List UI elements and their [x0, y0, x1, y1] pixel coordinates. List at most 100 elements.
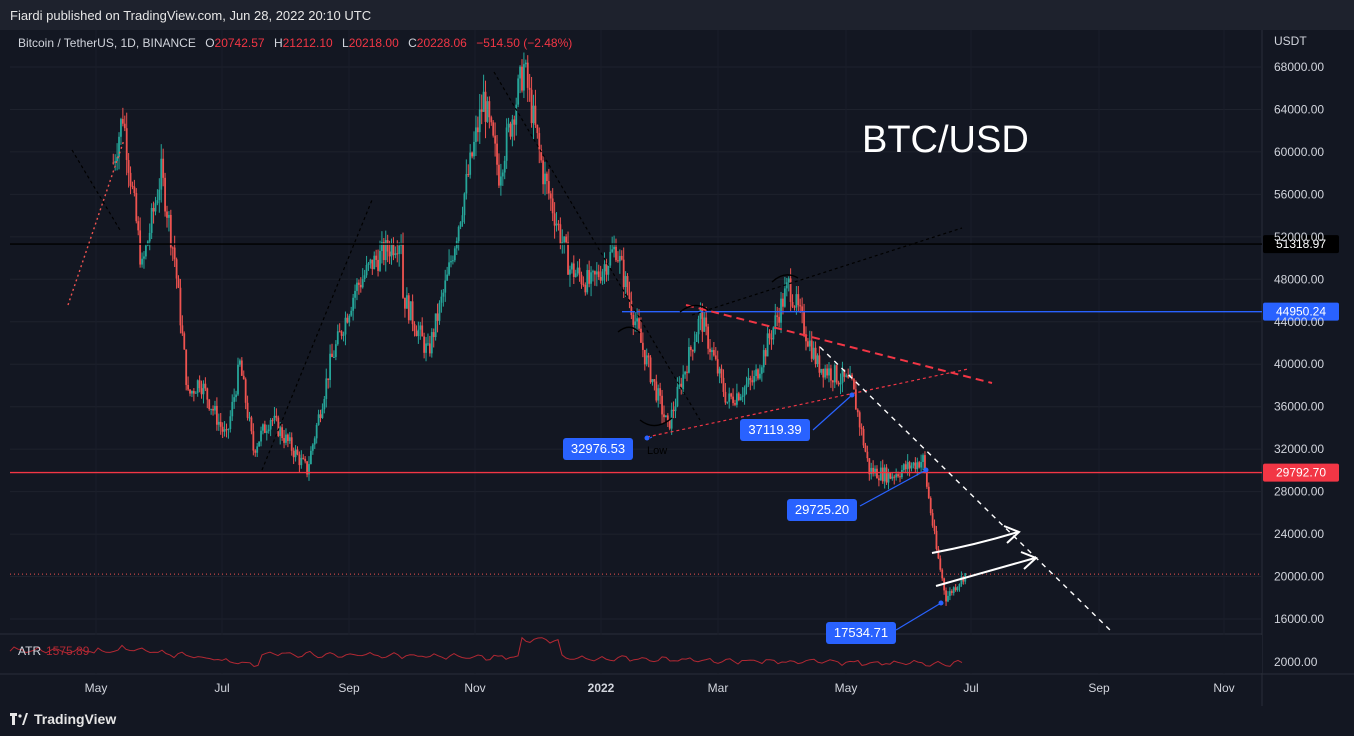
candle-body [920, 462, 923, 468]
candle-body [467, 174, 470, 176]
candle-body [636, 318, 639, 322]
candle-body [415, 331, 418, 337]
candle-body [430, 332, 433, 354]
candle-body [759, 373, 761, 379]
candle-body [239, 360, 241, 365]
candle-body [480, 109, 483, 112]
candle-body [741, 395, 744, 397]
candle-body [956, 587, 959, 591]
candle-body [496, 143, 498, 165]
candle-body [714, 355, 717, 360]
candle-body [553, 213, 556, 226]
candle-body [338, 331, 341, 333]
y-tick-label: 28000.00 [1274, 485, 1324, 499]
annotation-label: 17534.71 [834, 625, 888, 640]
arrow-up-2 [935, 557, 1036, 587]
candle-body [311, 444, 314, 451]
candle-body [657, 388, 660, 401]
price-level-label: 29792.70 [1276, 466, 1326, 480]
candle-body [901, 470, 903, 478]
y-axis-title: USDT [1274, 34, 1307, 48]
candle-body [663, 414, 665, 418]
candle-body [348, 315, 351, 323]
candle-body [501, 172, 504, 177]
candle-body [618, 255, 621, 262]
candle-body [381, 242, 383, 251]
candle-body [210, 408, 213, 410]
candle-body [574, 273, 577, 278]
candle-body [334, 344, 337, 357]
candle-body [897, 474, 899, 477]
candle-body [547, 181, 550, 194]
candle-body [473, 141, 475, 157]
candle-body [670, 409, 673, 429]
candle-body [935, 530, 938, 549]
candle-body [229, 416, 232, 430]
candle-body [632, 314, 635, 326]
candle-body [131, 185, 134, 187]
candle-body [874, 468, 876, 474]
candle-body [868, 458, 871, 475]
candle-body [425, 343, 427, 353]
atr-value: 1575.89 [46, 644, 90, 658]
candle-body [382, 242, 385, 261]
candle-body [774, 315, 777, 328]
candle-body [862, 428, 865, 446]
candle-body [594, 271, 596, 275]
candle-body [820, 368, 823, 373]
candle-body [563, 236, 566, 243]
candle-body [200, 388, 203, 395]
candle-body [908, 462, 911, 469]
candle-body [357, 282, 360, 285]
candle-body [168, 214, 170, 218]
candle-body [323, 398, 326, 410]
candle-body [793, 306, 796, 308]
candle-body [340, 331, 343, 336]
candle-body [319, 414, 322, 418]
candle-body [910, 465, 913, 469]
candle-body [444, 280, 447, 293]
candle-body [653, 379, 656, 382]
candle-body [628, 292, 631, 301]
candle-body [121, 119, 124, 124]
x-tick-label: Jul [214, 681, 229, 695]
y-tick-label: 32000.00 [1274, 442, 1324, 456]
candle-body [697, 318, 700, 335]
anchor [649, 436, 653, 439]
tradingview-brand[interactable]: TradingView [10, 711, 116, 727]
candle-body [806, 341, 809, 347]
time-axis: May Jul Sep Nov 2022 Mar May Jul Sep Nov [85, 681, 1235, 695]
legend-close-label: C [408, 36, 417, 50]
candle-body [643, 349, 646, 365]
candle-body [603, 264, 606, 272]
candle-body [686, 371, 688, 373]
candle-body [440, 296, 443, 303]
candle-body [712, 350, 715, 356]
candle-body [450, 261, 452, 263]
candle-body [689, 347, 692, 351]
candle-body [304, 458, 307, 462]
candle-body [465, 174, 468, 194]
candle-body [659, 388, 662, 396]
candle-body [952, 587, 955, 593]
candle-body [540, 149, 543, 161]
y-tick-label: 56000.00 [1274, 187, 1324, 201]
candle-body [212, 408, 214, 411]
candle-body [346, 317, 349, 323]
legend-high-label: H [273, 36, 283, 50]
candle-body [672, 409, 675, 412]
candle-body [486, 101, 489, 122]
candle-body [620, 255, 623, 260]
candle-body [413, 324, 416, 332]
candle-body [808, 340, 811, 347]
candle-body [592, 271, 594, 273]
candle-body [499, 176, 502, 186]
chart-svg[interactable]: 51318.97 44950.24 29792.70 BTC/USD ATR 1575… [0, 0, 1354, 706]
chart-area[interactable] [0, 30, 1354, 706]
candle-body [665, 415, 667, 418]
candle-body [231, 401, 234, 417]
candle-body [511, 119, 514, 137]
candle-body [640, 328, 642, 343]
candle-body [768, 333, 771, 339]
candle-body [960, 576, 963, 585]
